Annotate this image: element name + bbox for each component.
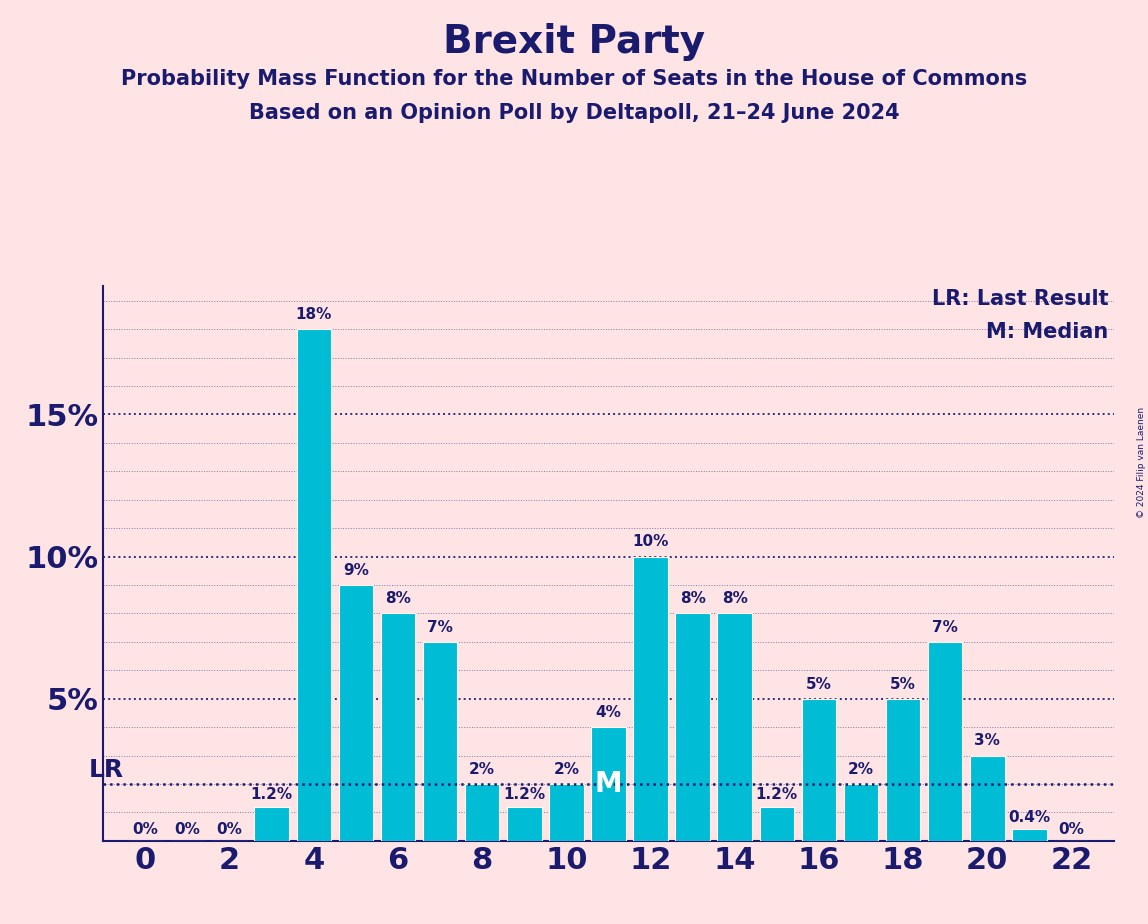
Text: 0%: 0%	[217, 821, 242, 836]
Bar	[844, 784, 878, 841]
Text: 7%: 7%	[427, 620, 453, 635]
Text: 8%: 8%	[385, 591, 411, 606]
Bar	[549, 784, 583, 841]
Bar	[886, 699, 921, 841]
Text: 5%: 5%	[806, 676, 832, 691]
Text: 3%: 3%	[975, 734, 1000, 748]
Bar	[339, 585, 373, 841]
Text: 9%: 9%	[343, 563, 369, 578]
Text: 0%: 0%	[1058, 821, 1085, 836]
Text: 2%: 2%	[553, 762, 580, 777]
Text: LR: LR	[90, 758, 124, 782]
Text: 1.2%: 1.2%	[250, 786, 293, 802]
Text: 1.2%: 1.2%	[503, 786, 545, 802]
Bar	[801, 699, 836, 841]
Text: Probability Mass Function for the Number of Seats in the House of Commons: Probability Mass Function for the Number…	[121, 69, 1027, 90]
Text: 0.4%: 0.4%	[1008, 810, 1050, 825]
Text: 0%: 0%	[132, 821, 158, 836]
Bar	[634, 556, 668, 841]
Bar	[255, 807, 289, 841]
Bar	[296, 329, 331, 841]
Bar	[507, 807, 542, 841]
Bar	[760, 807, 794, 841]
Bar	[718, 614, 752, 841]
Text: 2%: 2%	[470, 762, 495, 777]
Text: © 2024 Filip van Laenen: © 2024 Filip van Laenen	[1137, 407, 1146, 517]
Text: 10%: 10%	[633, 534, 669, 550]
Text: 0%: 0%	[174, 821, 201, 836]
Text: 8%: 8%	[722, 591, 747, 606]
Bar	[675, 614, 709, 841]
Text: 8%: 8%	[680, 591, 706, 606]
Bar	[1013, 830, 1047, 841]
Bar	[928, 642, 962, 841]
Text: 18%: 18%	[295, 307, 332, 322]
Text: 7%: 7%	[932, 620, 959, 635]
Bar	[381, 614, 416, 841]
Bar	[591, 727, 626, 841]
Bar	[422, 642, 457, 841]
Bar	[465, 784, 499, 841]
Text: Based on an Opinion Poll by Deltapoll, 21–24 June 2024: Based on an Opinion Poll by Deltapoll, 2…	[249, 103, 899, 124]
Bar	[970, 756, 1004, 841]
Text: Brexit Party: Brexit Party	[443, 23, 705, 61]
Text: 2%: 2%	[848, 762, 874, 777]
Text: M: M	[595, 770, 622, 798]
Text: 5%: 5%	[890, 676, 916, 691]
Text: LR: Last Result: LR: Last Result	[932, 289, 1109, 310]
Text: 4%: 4%	[596, 705, 621, 720]
Text: 1.2%: 1.2%	[755, 786, 798, 802]
Text: M: Median: M: Median	[986, 322, 1109, 343]
